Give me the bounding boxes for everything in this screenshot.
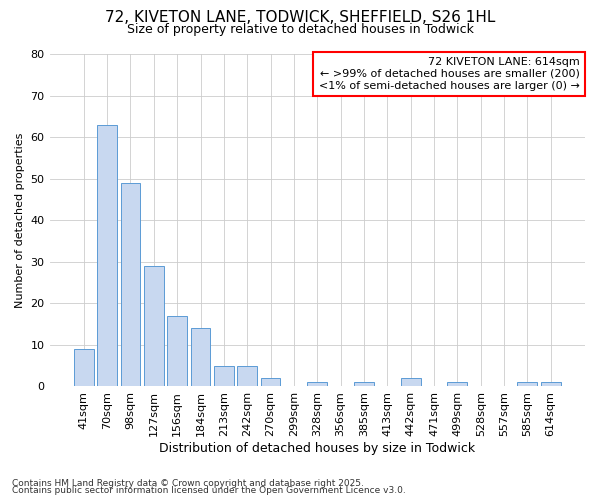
Bar bbox=[191, 328, 211, 386]
Bar bbox=[541, 382, 560, 386]
Text: Contains HM Land Registry data © Crown copyright and database right 2025.: Contains HM Land Registry data © Crown c… bbox=[12, 478, 364, 488]
X-axis label: Distribution of detached houses by size in Todwick: Distribution of detached houses by size … bbox=[159, 442, 475, 455]
Bar bbox=[401, 378, 421, 386]
Text: Size of property relative to detached houses in Todwick: Size of property relative to detached ho… bbox=[127, 22, 473, 36]
Text: 72 KIVETON LANE: 614sqm
← >99% of detached houses are smaller (200)
<1% of semi-: 72 KIVETON LANE: 614sqm ← >99% of detach… bbox=[319, 58, 580, 90]
Bar bbox=[307, 382, 327, 386]
Bar bbox=[517, 382, 538, 386]
Bar bbox=[167, 316, 187, 386]
Bar bbox=[97, 124, 117, 386]
Y-axis label: Number of detached properties: Number of detached properties bbox=[15, 132, 25, 308]
Text: Contains public sector information licensed under the Open Government Licence v3: Contains public sector information licen… bbox=[12, 486, 406, 495]
Bar bbox=[238, 366, 257, 386]
Text: 72, KIVETON LANE, TODWICK, SHEFFIELD, S26 1HL: 72, KIVETON LANE, TODWICK, SHEFFIELD, S2… bbox=[105, 10, 495, 25]
Bar bbox=[354, 382, 374, 386]
Bar bbox=[214, 366, 234, 386]
Bar bbox=[448, 382, 467, 386]
Bar bbox=[260, 378, 280, 386]
Bar bbox=[74, 349, 94, 387]
Bar bbox=[121, 183, 140, 386]
Bar bbox=[144, 266, 164, 386]
